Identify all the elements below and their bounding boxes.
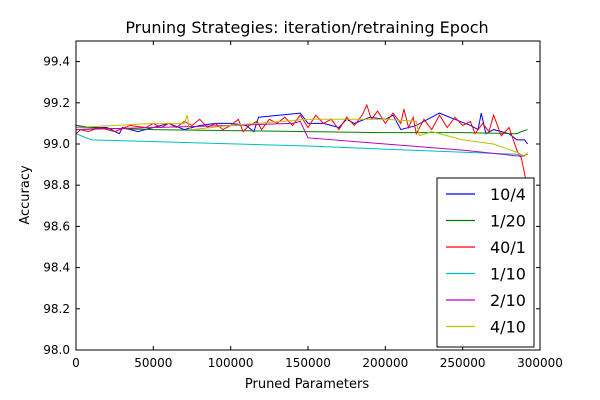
x-tick-label: 100000 <box>208 356 254 370</box>
x-tick-label: 250000 <box>440 356 486 370</box>
x-tick-label: 200000 <box>362 356 408 370</box>
y-tick-label: 99.4 <box>43 55 70 69</box>
y-tick-label: 98.0 <box>43 343 70 357</box>
x-tick-label: 0 <box>72 356 80 370</box>
legend-label: 10/4 <box>490 185 526 204</box>
y-tick-label: 98.6 <box>43 219 70 233</box>
x-tick-label: 300000 <box>517 356 563 370</box>
x-axis-label: Pruned Parameters <box>245 377 369 392</box>
y-tick-label: 99.2 <box>43 96 70 110</box>
legend-box <box>436 177 535 348</box>
x-tick-label: 150000 <box>285 356 331 370</box>
legend-label: 40/1 <box>490 238 526 257</box>
tick-layer: 0 50000 100000 150000 200000 250000 300000 98.0… <box>43 41 563 370</box>
series-line-4 <box>76 133 525 157</box>
legend-label: 4/10 <box>490 318 526 337</box>
y-tick-label: 98.8 <box>43 178 70 192</box>
x-tick-label: 50000 <box>134 356 172 370</box>
series-line-5 <box>76 120 528 157</box>
y-tick-label: 99.0 <box>43 137 70 151</box>
series-line-6 <box>76 114 529 158</box>
chart-title: Pruning Strategies: iteration/retraining… <box>125 18 488 37</box>
series-layer <box>76 103 529 182</box>
plot-frame <box>75 40 541 351</box>
y-axis-label: Accuracy <box>18 165 33 225</box>
legend-label: 1/10 <box>490 265 526 284</box>
legend-label: 1/20 <box>490 212 526 231</box>
y-tick-label: 98.4 <box>43 261 70 275</box>
y-tick-label: 98.2 <box>43 302 70 316</box>
legend: 10/4 1/20 40/1 1/10 2/10 4/10 <box>436 177 535 348</box>
legend-label: 2/10 <box>490 291 526 310</box>
series-line-2 <box>76 127 528 135</box>
